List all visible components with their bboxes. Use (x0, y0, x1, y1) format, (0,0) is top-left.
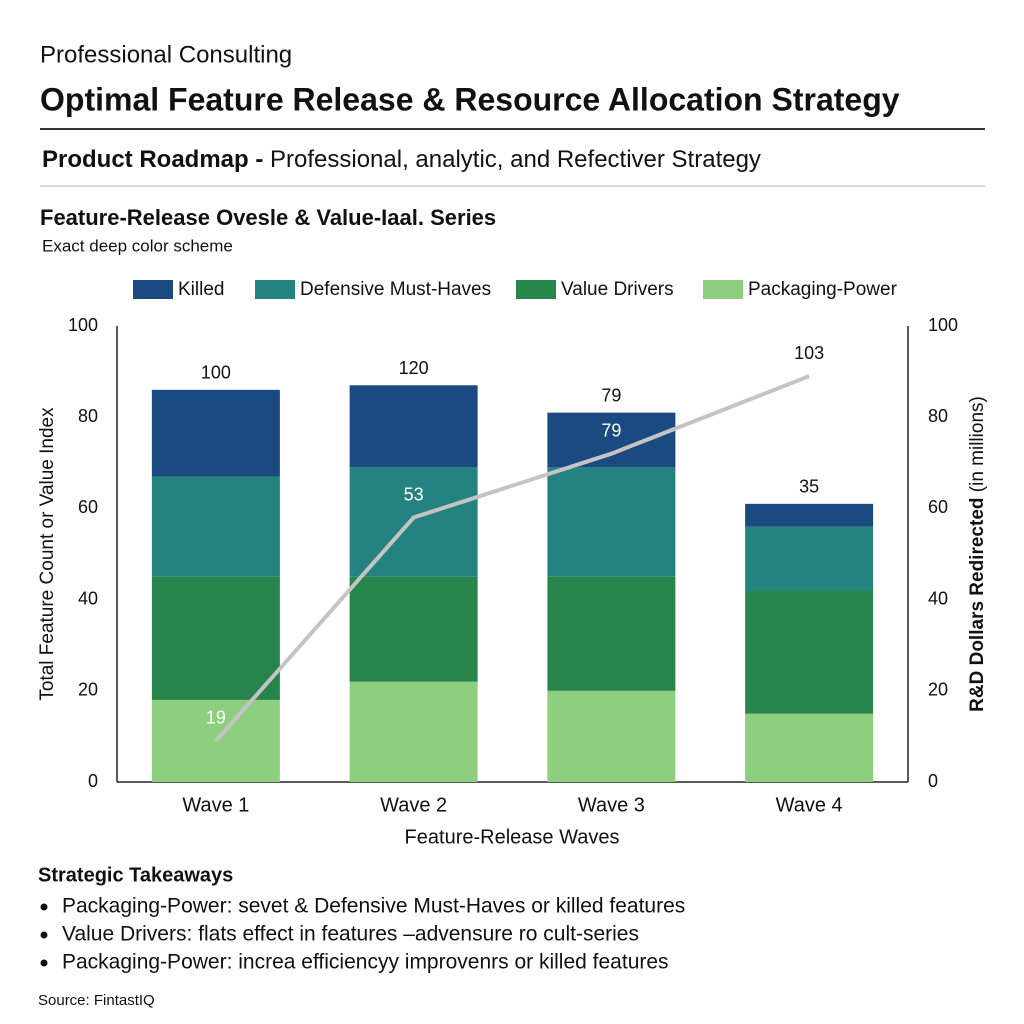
x-tick-label: Wave 2 (380, 794, 447, 816)
chart-subtitle: Exact deep color scheme (42, 236, 233, 255)
y-axis-label: Total Feature Count or Value Index (37, 407, 58, 701)
bar-segment (745, 590, 874, 714)
y2-tick-label: 40 (928, 588, 948, 608)
x-axis-label: Feature-Release Waves (405, 826, 620, 848)
y2-tick-label: 100 (928, 315, 958, 335)
y-tick-label: 20 (78, 680, 98, 700)
line-label: 53 (404, 484, 424, 504)
y-tick-label: 80 (78, 406, 98, 426)
legend-swatch (255, 280, 295, 299)
bar-segment (745, 713, 874, 782)
bar-segment (349, 576, 478, 682)
bar-segment (547, 412, 676, 468)
line-label: 103 (794, 343, 824, 363)
y2-axis-label: R&D Dollars Redirected (in millions) (967, 396, 988, 712)
y-tick-label: 60 (78, 497, 98, 517)
legend-swatch (516, 280, 556, 299)
bullet (40, 903, 48, 911)
takeaway-item: Packaging-Power: increa efficiencyy impr… (62, 951, 669, 974)
takeaways-title: Strategic Takeaways (38, 864, 233, 886)
source: Source: FintastIQ (38, 992, 155, 1009)
total-label: 35 (799, 477, 819, 497)
page-title: Optimal Feature Release & Resource Alloc… (40, 81, 900, 117)
legend-label: Defensive Must-Haves (300, 279, 491, 300)
chart-title: Feature-Release Ovesle & Value-Iaal. Ser… (40, 205, 496, 230)
subtitle: Product Roadmap - Professional, analytic… (42, 146, 761, 173)
y-tick-label: 100 (68, 315, 98, 335)
y-tick-label: 0 (88, 771, 98, 791)
bar-segment (349, 385, 478, 468)
x-tick-label: Wave 4 (776, 794, 843, 816)
bar-segment (151, 389, 280, 477)
takeaway-item: Packaging-Power: sevet & Defensive Must-… (62, 895, 685, 918)
x-tick-label: Wave 3 (578, 794, 645, 816)
legend-label: Value Drivers (561, 279, 674, 300)
y2-tick-label: 60 (928, 497, 948, 517)
takeaway-item: Value Drivers: flats effect in features … (62, 923, 639, 946)
subtitle-text: Professional, analytic, and Refectiver S… (270, 146, 761, 173)
legend-label: Packaging-Power (748, 279, 898, 300)
line-label: 79 (601, 420, 621, 440)
bullet (40, 959, 48, 967)
y2-tick-label: 80 (928, 406, 948, 426)
bar-segment (547, 690, 676, 782)
legend-swatch (703, 280, 743, 299)
kicker: Professional Consulting (40, 41, 292, 68)
y2-axis-label-lead: R&D Dollars Redirected (967, 498, 988, 712)
bar-segment (349, 467, 478, 577)
y2-axis-label-unit: (in millions) (967, 396, 988, 492)
line-label: 19 (206, 708, 226, 728)
bar-segment (547, 576, 676, 691)
bar-segment (151, 576, 280, 700)
bar-segment (349, 681, 478, 782)
legend-swatch (133, 280, 173, 299)
bar-segment (745, 503, 874, 527)
x-tick-label: Wave 1 (182, 794, 249, 816)
bullet (40, 931, 48, 939)
bar-segment (151, 476, 280, 577)
total-label: 120 (399, 358, 429, 378)
line (214, 374, 810, 743)
y-tick-label: 40 (78, 588, 98, 608)
y2-tick-label: 0 (928, 771, 938, 791)
legend-label: Killed (178, 279, 224, 300)
subtitle-lead: Product Roadmap - (42, 146, 263, 173)
total-label: 79 (601, 385, 621, 405)
bar-segment (745, 526, 874, 591)
total-label: 100 (201, 363, 231, 383)
y2-tick-label: 20 (928, 680, 948, 700)
bar-segment (547, 467, 676, 577)
